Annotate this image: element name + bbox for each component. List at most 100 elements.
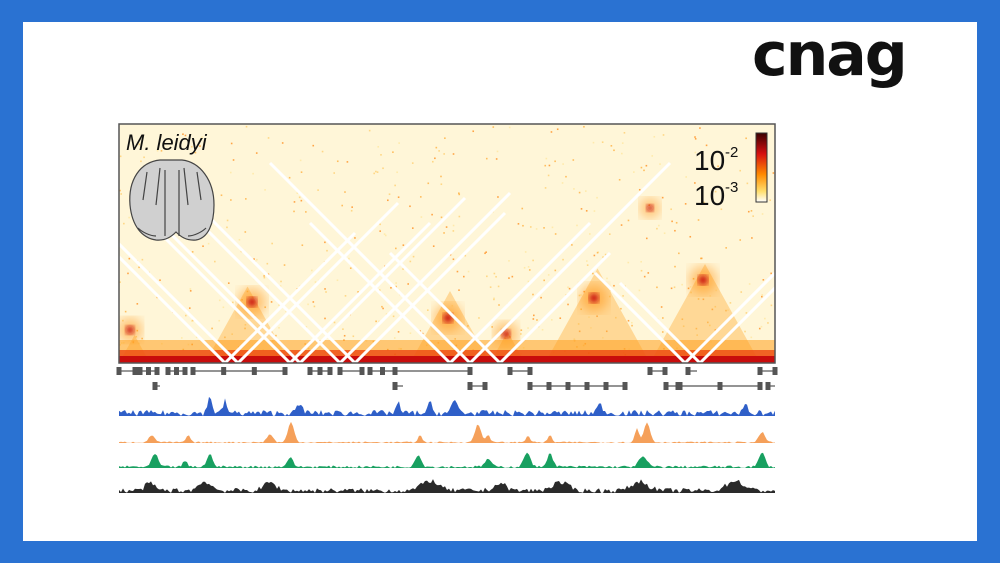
noise-dot [407, 283, 409, 285]
noise-dot [559, 317, 562, 320]
noise-dot [682, 325, 685, 328]
noise-dot [725, 309, 727, 312]
gap-stripe [498, 251, 612, 363]
noise-dot [458, 215, 461, 218]
noise-dot [440, 216, 443, 219]
noise-dot [662, 134, 665, 136]
noise-dot [576, 224, 578, 227]
noise-dot [715, 289, 717, 292]
noise-dot [770, 304, 773, 307]
noise-dot [452, 230, 455, 232]
noise-dot [659, 163, 661, 165]
gene-exon [622, 382, 628, 390]
noise-dot [263, 275, 265, 277]
noise-dot [699, 127, 701, 129]
gene-exon [685, 367, 691, 375]
noise-dot [541, 328, 544, 331]
noise-dot [484, 252, 486, 255]
gene-exon [137, 367, 143, 375]
noise-dot [232, 159, 235, 161]
noise-dot [620, 307, 622, 310]
noise-dot [605, 330, 608, 333]
noise-dot [283, 264, 286, 266]
noise-dot [567, 286, 569, 289]
noise-dot [119, 155, 122, 158]
gene-exon [392, 367, 398, 375]
noise-dot [620, 224, 623, 226]
noise-dot [351, 206, 353, 208]
noise-dot [592, 272, 594, 275]
noise-dot [602, 256, 604, 258]
noise-dot [535, 228, 538, 230]
noise-dot [613, 149, 615, 152]
noise-dot [141, 337, 143, 340]
noise-dot [380, 154, 382, 156]
noise-dot [325, 291, 327, 293]
noise-dot [694, 138, 697, 140]
noise-dot [127, 272, 129, 275]
noise-dot [313, 305, 316, 308]
noise-dot [467, 325, 469, 327]
noise-dot [427, 182, 430, 185]
noise-dot [696, 334, 698, 336]
noise-dot [578, 191, 581, 194]
noise-dot [678, 252, 680, 255]
noise-dot [580, 308, 582, 311]
noise-dot [464, 254, 467, 257]
noise-dot [136, 303, 139, 305]
noise-dot [694, 136, 696, 138]
noise-dot [293, 210, 295, 213]
gap-stripe [618, 281, 702, 363]
noise-dot [615, 316, 617, 319]
noise-dot [188, 307, 191, 309]
noise-dot [675, 221, 678, 224]
noise-dot [627, 219, 630, 222]
noise-dot [585, 210, 588, 212]
noise-dot [218, 299, 221, 302]
noise-dot [621, 142, 624, 144]
gene-exon [663, 382, 669, 390]
noise-dot [184, 314, 187, 317]
noise-dot [226, 219, 229, 222]
noise-dot [573, 339, 576, 341]
noise-dot [124, 310, 127, 313]
noise-dot [681, 318, 684, 321]
noise-dot [191, 251, 194, 253]
noise-dot [201, 136, 203, 139]
noise-dot [288, 176, 291, 179]
noise-dot [524, 251, 527, 253]
noise-dot [378, 289, 381, 291]
gap-stripe [593, 271, 687, 363]
gene-exon [154, 367, 160, 375]
noise-dot [227, 282, 230, 284]
noise-dot [758, 327, 761, 330]
noise-dot [508, 260, 510, 262]
noise-dot [333, 321, 336, 324]
gap-stripe [119, 254, 227, 363]
noise-dot [156, 296, 158, 299]
noise-dot [307, 303, 309, 306]
noise-dot [244, 327, 246, 330]
noise-dot [456, 270, 459, 273]
gene-exon [182, 367, 188, 375]
noise-dot [631, 321, 633, 324]
noise-dot [431, 160, 434, 163]
noise-dot [752, 215, 754, 217]
noise-dot [160, 150, 163, 152]
noise-dot [656, 286, 658, 289]
noise-dot [256, 258, 258, 261]
noise-dot [384, 234, 387, 237]
noise-dot [643, 169, 645, 172]
noise-dot [255, 152, 258, 154]
noise-dot [141, 258, 144, 261]
noise-dot [275, 334, 277, 337]
noise-dot [714, 329, 717, 331]
gene-exon [647, 367, 653, 375]
noise-dot [684, 203, 687, 205]
noise-dot [189, 290, 192, 292]
noise-dot [596, 315, 598, 318]
noise-dot [395, 282, 397, 284]
noise-dot [296, 192, 299, 194]
gene-exon [482, 382, 488, 390]
